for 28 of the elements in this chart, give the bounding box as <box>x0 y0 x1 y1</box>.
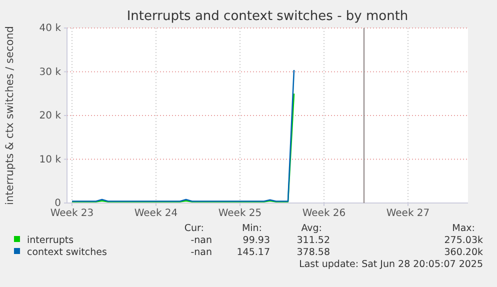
legend-label: context switches <box>27 247 107 258</box>
text: -nan <box>190 247 212 258</box>
text: 311.52 <box>296 235 330 246</box>
x-tick-label: Week 25 <box>218 208 262 220</box>
text: 360.20k <box>444 247 484 258</box>
text: Min: <box>242 223 262 234</box>
text: 99.93 <box>242 235 270 246</box>
y-tick-label: 0 <box>54 198 61 210</box>
y-tick-label: 10 k <box>39 154 62 166</box>
x-tick-label: Week 24 <box>134 208 178 220</box>
text: -nan <box>190 235 212 246</box>
legend-label: interrupts <box>27 235 74 246</box>
line-series <box>71 69 295 202</box>
text: Cur: <box>184 223 204 234</box>
chart-title: Interrupts and context switches - by month <box>126 9 408 24</box>
text: 378.58 <box>296 247 330 258</box>
text: Max: <box>452 223 475 234</box>
x-tick-label: Week 26 <box>302 208 346 220</box>
y-axis-title: interrupts & ctx switches / second <box>4 26 16 205</box>
text: Last update: Sat Jun 28 20:05:07 2025 <box>299 259 483 270</box>
text: 145.17 <box>236 247 270 258</box>
text: 275.03k <box>444 235 484 246</box>
x-tick-label: Week 23 <box>50 208 94 220</box>
y-tick-label: 20 k <box>39 110 62 122</box>
text: Avg: <box>301 223 322 234</box>
x-tick-label: Week 27 <box>386 208 430 220</box>
y-tick-label: 40 k <box>39 23 62 34</box>
y-tick-label: 30 k <box>39 66 62 78</box>
